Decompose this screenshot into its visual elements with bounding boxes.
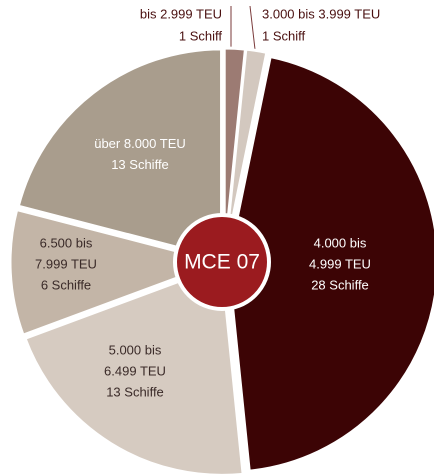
- slice-label: 5.000 bis: [109, 342, 162, 357]
- slice-label: 6.500 bis: [40, 235, 93, 250]
- pie-slice: [23, 263, 245, 475]
- value-label: 28 Schiffe: [311, 277, 369, 292]
- pie-slice: [226, 54, 434, 473]
- value-label: 1 Schiff: [179, 28, 223, 43]
- pie-slice: [8, 207, 226, 338]
- slice-label: 4.000 bis: [314, 235, 367, 250]
- slice-label: bis 2.999 TEU: [140, 6, 222, 21]
- value-label: 1 Schiff: [262, 28, 306, 43]
- pie-slice: [223, 47, 269, 259]
- value-label: 13 Schiffe: [111, 157, 169, 172]
- slice-label: 7.999 TEU: [35, 256, 97, 271]
- center-label: MCE 07: [184, 251, 260, 274]
- value-label: 6 Schiffe: [41, 277, 91, 292]
- value-label: 13 Schiffe: [106, 384, 164, 399]
- slice-label: 6.499 TEU: [104, 363, 166, 378]
- pie-slice: [16, 47, 224, 261]
- slice-label: 4.999 TEU: [309, 256, 371, 271]
- slice-label: 3.000 bis 3.999 TEU: [262, 6, 380, 21]
- center-circle: [173, 213, 271, 311]
- slice-label: über 8.000 TEU: [94, 136, 186, 151]
